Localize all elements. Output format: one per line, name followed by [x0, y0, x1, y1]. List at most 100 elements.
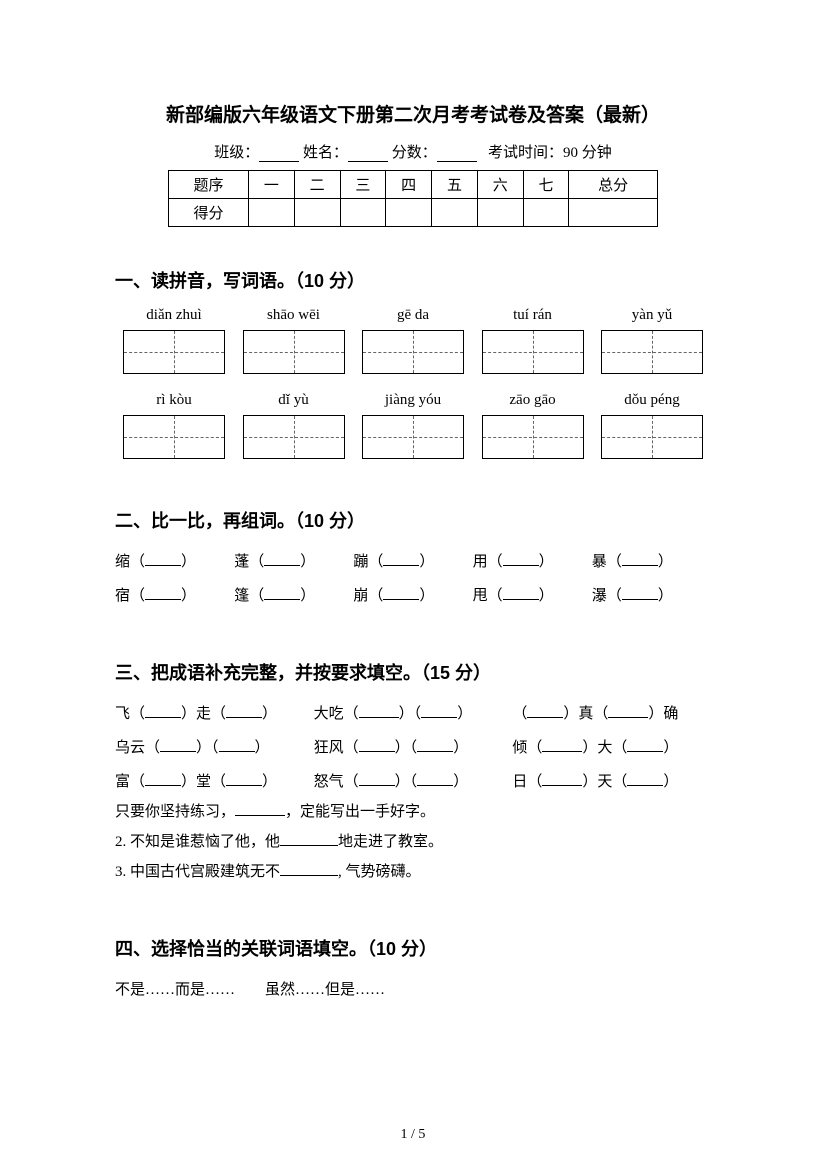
blank[interactable] — [226, 770, 262, 786]
blank[interactable] — [264, 584, 300, 600]
blank[interactable] — [622, 584, 658, 600]
q2-cell: 瀑（） — [592, 581, 711, 611]
blank[interactable] — [542, 770, 582, 786]
idiom: 富（）堂（） — [115, 767, 314, 797]
idiom: 倾（）大（） — [512, 733, 711, 763]
blank[interactable] — [235, 800, 285, 816]
td-blank[interactable] — [432, 199, 478, 227]
score-blank[interactable] — [437, 146, 477, 162]
blank[interactable] — [145, 584, 181, 600]
pinyin: dǐ yù — [243, 392, 345, 409]
blank[interactable] — [417, 736, 453, 752]
td-blank[interactable] — [386, 199, 432, 227]
q3-fill-1: 只要你坚持练习，，定能写出一手好字。 — [115, 797, 711, 827]
blank[interactable] — [503, 550, 539, 566]
td-blank[interactable] — [340, 199, 386, 227]
name-label: 姓名： — [303, 145, 348, 161]
th-6: 六 — [477, 171, 523, 199]
blank[interactable] — [527, 702, 563, 718]
table-row: 题序 一 二 三 四 五 六 七 总分 — [169, 171, 658, 199]
blank[interactable] — [359, 702, 399, 718]
pinyin: shāo wēi — [243, 307, 345, 324]
blank[interactable] — [383, 550, 419, 566]
q2-cell: 崩（） — [353, 581, 472, 611]
char-box-row-2 — [115, 415, 711, 459]
q2-cell: 暴（） — [592, 547, 711, 577]
q2-cell: 蹦（） — [353, 547, 472, 577]
idiom: 怒气（）（） — [314, 767, 513, 797]
q3-fill-2: 2. 不知是谁惹恼了他，他地走进了教室。 — [115, 827, 711, 857]
char-box-row-1 — [115, 330, 711, 374]
q3-grid: 飞（）走（） 大吃（）（） （）真（）确 乌云（）（） 狂风（）（） 倾（）大（… — [115, 699, 711, 797]
info-line: 班级： 姓名： 分数： 考试时间：90 分钟 — [115, 141, 711, 162]
th-seq: 题序 — [169, 171, 249, 199]
th-2: 二 — [294, 171, 340, 199]
q3-fill-3: 3. 中国古代宫殿建筑无不, 气势磅礴。 — [115, 857, 711, 887]
char-box[interactable] — [482, 330, 584, 374]
blank[interactable] — [542, 736, 582, 752]
char-box[interactable] — [362, 330, 464, 374]
td-blank[interactable] — [249, 199, 295, 227]
blank[interactable] — [226, 702, 262, 718]
td-blank[interactable] — [523, 199, 569, 227]
blank[interactable] — [264, 550, 300, 566]
blank[interactable] — [145, 770, 181, 786]
blank[interactable] — [421, 702, 457, 718]
pinyin: rì kòu — [123, 392, 225, 409]
th-total: 总分 — [569, 171, 658, 199]
section3-heading: 三、把成语补充完整，并按要求填空。（15 分） — [115, 659, 711, 685]
blank[interactable] — [359, 770, 395, 786]
blank[interactable] — [160, 736, 196, 752]
blank[interactable] — [608, 702, 648, 718]
pinyin: tuí rán — [482, 307, 584, 324]
pinyin-row-1: diǎn zhuì shāo wēi gē da tuí rán yàn yǔ — [115, 307, 711, 324]
th-5: 五 — [432, 171, 478, 199]
section4-heading: 四、选择恰当的关联词语填空。（10 分） — [115, 935, 711, 961]
idiom: 飞（）走（） — [115, 699, 314, 729]
blank[interactable] — [503, 584, 539, 600]
blank[interactable] — [622, 550, 658, 566]
th-3: 三 — [340, 171, 386, 199]
blank[interactable] — [145, 550, 181, 566]
char-box[interactable] — [243, 330, 345, 374]
td-blank[interactable] — [294, 199, 340, 227]
blank[interactable] — [219, 736, 255, 752]
th-7: 七 — [523, 171, 569, 199]
q2-cell: 缩（） — [115, 547, 234, 577]
q2-cell: 蓬（） — [234, 547, 353, 577]
pinyin-row-2: rì kòu dǐ yù jiàng yóu zāo gāo dǒu péng — [115, 392, 711, 409]
q2-cell: 甩（） — [473, 581, 592, 611]
table-row: 得分 — [169, 199, 658, 227]
class-label: 班级： — [214, 145, 259, 161]
pinyin: diǎn zhuì — [123, 307, 225, 324]
char-box[interactable] — [601, 330, 703, 374]
char-box[interactable] — [362, 415, 464, 459]
blank[interactable] — [359, 736, 395, 752]
class-blank[interactable] — [259, 146, 299, 162]
char-box[interactable] — [123, 330, 225, 374]
blank[interactable] — [280, 830, 338, 846]
blank[interactable] — [417, 770, 453, 786]
char-box[interactable] — [482, 415, 584, 459]
q2-grid: 缩（） 蓬（） 蹦（） 用（） 暴（） 宿（） 篷（） 崩（） 甩（） 瀑（） — [115, 547, 711, 611]
char-box[interactable] — [601, 415, 703, 459]
section2-heading: 二、比一比，再组词。（10 分） — [115, 507, 711, 533]
q2-cell: 用（） — [473, 547, 592, 577]
pinyin: zāo gāo — [482, 392, 584, 409]
page-number: 1 / 5 — [0, 1127, 826, 1143]
blank[interactable] — [627, 770, 663, 786]
char-box[interactable] — [123, 415, 225, 459]
q2-cell: 宿（） — [115, 581, 234, 611]
q2-cell: 篷（） — [234, 581, 353, 611]
time-label: 考试时间：90 分钟 — [488, 145, 612, 161]
td-blank[interactable] — [569, 199, 658, 227]
td-blank[interactable] — [477, 199, 523, 227]
blank[interactable] — [280, 860, 338, 876]
char-box[interactable] — [243, 415, 345, 459]
blank[interactable] — [627, 736, 663, 752]
blank[interactable] — [383, 584, 419, 600]
idiom: 大吃（）（） — [314, 699, 513, 729]
name-blank[interactable] — [348, 146, 388, 162]
blank[interactable] — [145, 702, 181, 718]
score-label: 分数： — [392, 145, 437, 161]
